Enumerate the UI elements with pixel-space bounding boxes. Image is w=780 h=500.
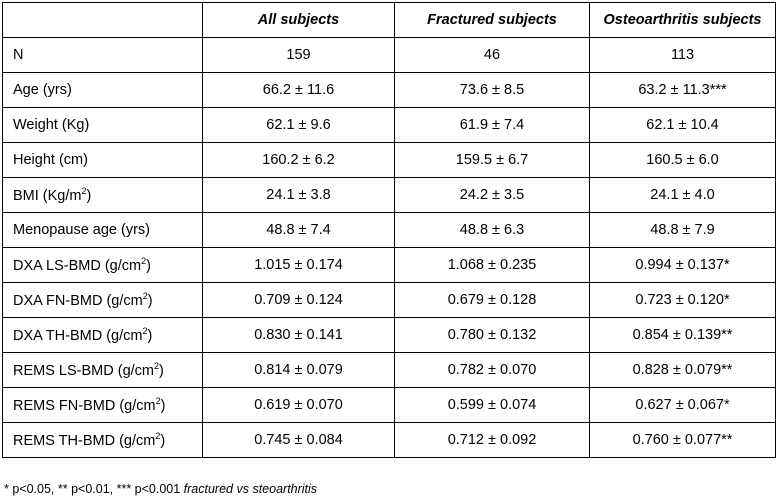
cell-all-subjects: 62.1 ± 9.6 — [202, 107, 395, 143]
row-label: N — [2, 37, 203, 73]
row-label: DXA TH-BMD (g/cm2) — [2, 317, 203, 353]
row-label-text: Age (yrs) — [13, 82, 72, 98]
row-label-superscript: 2 — [154, 361, 160, 372]
cell-all-subjects: 0.745 ± 0.084 — [202, 422, 395, 458]
cell-all-subjects: 0.830 ± 0.141 — [202, 317, 395, 353]
table-row: REMS LS-BMD (g/cm2) 0.814 ± 0.079 0.782 ± … — [2, 352, 776, 388]
row-label-end: ) — [147, 327, 153, 344]
header-all-subjects: All subjects — [202, 2, 395, 38]
table-row: Age (yrs) 66.2 ± 11.6 73.6 ± 8.5 63.2 ± 11.… — [2, 72, 776, 108]
cell-fractured-subjects: 24.2 ± 3.5 — [394, 177, 590, 213]
cell-fractured-subjects: 0.780 ± 0.132 — [394, 317, 590, 353]
row-label-superscript: 2 — [142, 291, 148, 302]
cell-fractured-subjects: 46 — [394, 37, 590, 73]
row-label-superscript: 2 — [81, 186, 87, 197]
cell-fractured-subjects: 73.6 ± 8.5 — [394, 72, 590, 108]
cell-osteoarthritis-subjects: 0.828 ± 0.079** — [589, 352, 776, 388]
row-label-text: DXA TH-BMD (g/cm — [13, 327, 143, 344]
cell-all-subjects: 160.2 ± 6.2 — [202, 142, 395, 178]
cell-fractured-subjects: 48.8 ± 6.3 — [394, 212, 590, 248]
cell-all-subjects: 48.8 ± 7.4 — [202, 212, 395, 248]
table-row: BMI (Kg/m2) 24.1 ± 3.8 24.2 ± 3.5 24.1 ± 4.… — [2, 177, 776, 213]
header-empty-cell — [2, 2, 203, 38]
row-label-end: ) — [146, 257, 151, 274]
table-row: Weight (Kg) 62.1 ± 9.6 61.9 ± 7.4 62.1 ± 10… — [2, 107, 776, 143]
row-label: Age (yrs) — [2, 72, 203, 108]
row-label: Menopause age (yrs) — [2, 212, 203, 248]
row-label-superscript: 2 — [155, 431, 161, 442]
footnote-significance: * p<0.05, ** p<0.01, *** p<0.001 — [4, 482, 184, 496]
row-label-superscript: 2 — [155, 396, 161, 407]
header-osteoarthritis-subjects: Osteoarthritis subjects — [589, 2, 776, 38]
cell-fractured-subjects: 0.712 ± 0.092 — [394, 422, 590, 458]
cell-osteoarthritis-subjects: 62.1 ± 10.4 — [589, 107, 776, 143]
row-label-text: DXA FN-BMD (g/cm — [13, 292, 143, 309]
subjects-characteristics-table: All subjects Fractured subjects Osteoart… — [2, 2, 776, 458]
cell-osteoarthritis-subjects: 0.760 ± 0.077** — [589, 422, 776, 458]
table-row: Height (cm) 160.2 ± 6.2 159.5 ± 6.7 160.5 ±… — [2, 142, 776, 178]
cell-all-subjects: 0.814 ± 0.079 — [202, 352, 395, 388]
cell-fractured-subjects: 61.9 ± 7.4 — [394, 107, 590, 143]
row-label-text: DXA LS-BMD (g/cm — [13, 257, 142, 274]
row-label: REMS TH-BMD (g/cm2) — [2, 422, 203, 458]
cell-fractured-subjects: 0.782 ± 0.070 — [394, 352, 590, 388]
cell-all-subjects: 0.619 ± 0.070 — [202, 387, 395, 423]
cell-all-subjects: 159 — [202, 37, 395, 73]
cell-osteoarthritis-subjects: 0.854 ± 0.139** — [589, 317, 776, 353]
cell-osteoarthritis-subjects: 0.627 ± 0.067* — [589, 387, 776, 423]
row-label-text: Menopause age (yrs) — [13, 222, 151, 238]
table-row: DXA LS-BMD (g/cm2) 1.015 ± 0.174 1.068 ± 0… — [2, 247, 776, 283]
row-label-end: ) — [160, 397, 166, 414]
row-label-text: N — [13, 47, 24, 63]
row-label: REMS LS-BMD (g/cm2) — [2, 352, 203, 388]
row-label-superscript: 2 — [142, 326, 148, 337]
cell-osteoarthritis-subjects: 24.1 ± 4.0 — [589, 177, 776, 213]
row-label: Height (cm) — [2, 142, 203, 178]
cell-all-subjects: 66.2 ± 11.6 — [202, 72, 395, 108]
cell-fractured-subjects: 0.599 ± 0.074 — [394, 387, 590, 423]
table-row: DXA FN-BMD (g/cm2) 0.709 ± 0.124 0.679 ± 0… — [2, 282, 776, 318]
cell-fractured-subjects: 159.5 ± 6.7 — [394, 142, 590, 178]
cell-fractured-subjects: 0.679 ± 0.128 — [394, 282, 590, 318]
row-label-end: ) — [86, 187, 92, 204]
row-label-text: REMS TH-BMD (g/cm — [13, 432, 156, 449]
row-label-text: REMS FN-BMD (g/cm — [13, 397, 156, 414]
cell-all-subjects: 24.1 ± 3.8 — [202, 177, 395, 213]
row-label-end: ) — [160, 432, 166, 449]
cell-osteoarthritis-subjects: 160.5 ± 6.0 — [589, 142, 776, 178]
row-label-text: BMI (Kg/m — [13, 187, 82, 204]
row-label-text: Weight (Kg) — [13, 117, 90, 133]
header-row: All subjects Fractured subjects Osteoart… — [2, 2, 776, 38]
row-label: Weight (Kg) — [2, 107, 203, 143]
table-row: Menopause age (yrs) 48.8 ± 7.4 48.8 ± 6.3 4… — [2, 212, 776, 248]
footnote: * p<0.05, ** p<0.01, *** p<0.001 fractur… — [4, 482, 317, 496]
table-row: REMS TH-BMD (g/cm2) 0.745 ± 0.084 0.712 ± … — [2, 422, 776, 458]
cell-all-subjects: 0.709 ± 0.124 — [202, 282, 395, 318]
row-label: DXA FN-BMD (g/cm2) — [2, 282, 203, 318]
row-label: DXA LS-BMD (g/cm2) — [2, 247, 203, 283]
cell-osteoarthritis-subjects: 63.2 ± 11.3*** — [589, 72, 776, 108]
footnote-comparison: fractured vs steoarthritis — [183, 482, 318, 496]
cell-all-subjects: 1.015 ± 0.174 — [202, 247, 395, 283]
cell-osteoarthritis-subjects: 0.994 ± 0.137* — [589, 247, 776, 283]
cell-osteoarthritis-subjects: 48.8 ± 7.9 — [589, 212, 776, 248]
row-label-end: ) — [147, 292, 153, 309]
row-label-text: REMS LS-BMD (g/cm — [13, 362, 154, 379]
row-label: BMI (Kg/m2) — [2, 177, 203, 213]
cell-osteoarthritis-subjects: 0.723 ± 0.120* — [589, 282, 776, 318]
table-body: N 159 46 113 Age (yrs) 66.2 ± 11.6 73.6 ± 8.5 6… — [2, 37, 776, 458]
cell-fractured-subjects: 1.068 ± 0.235 — [394, 247, 590, 283]
header-fractured-subjects: Fractured subjects — [394, 2, 590, 38]
table-row: DXA TH-BMD (g/cm2) 0.830 ± 0.141 0.780 ± 0… — [2, 317, 776, 353]
row-label-superscript: 2 — [141, 256, 147, 267]
cell-osteoarthritis-subjects: 113 — [589, 37, 776, 73]
table-row: N 159 46 113 — [2, 37, 776, 73]
row-label-text: Height (cm) — [13, 152, 88, 168]
table-row: REMS FN-BMD (g/cm2) 0.619 ± 0.070 0.599 ± … — [2, 387, 776, 423]
row-label: REMS FN-BMD (g/cm2) — [2, 387, 203, 423]
row-label-end: ) — [159, 362, 164, 379]
